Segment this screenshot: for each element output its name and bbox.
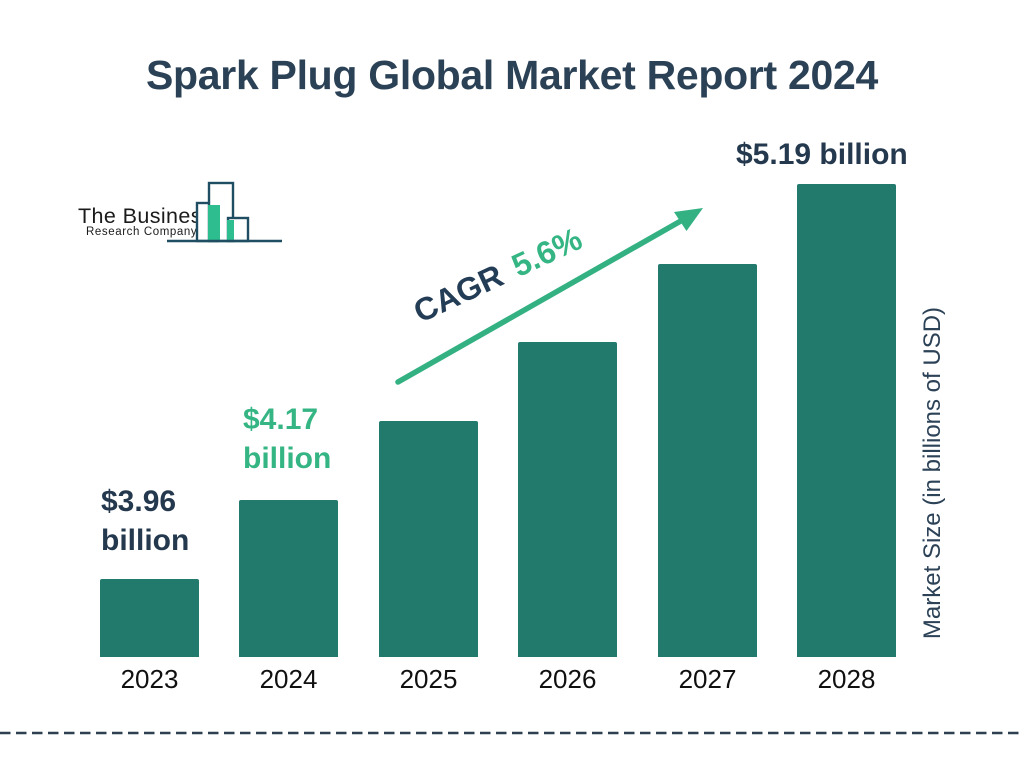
y-axis-title: Market Size (in billions of USD) — [919, 306, 946, 640]
x-axis-label-2027: 2027 — [678, 664, 737, 694]
logo-company-subname: Research Company — [86, 226, 198, 238]
value-label-2023: $3.96 billion — [101, 482, 189, 560]
x-axis-label-2025: 2025 — [399, 664, 458, 694]
bar-2026 — [518, 342, 617, 657]
x-axis-label-2028: 2028 — [817, 664, 876, 694]
company-logo: The Business Research Company — [75, 178, 290, 248]
value-label-2024: $4.17 billion — [243, 400, 331, 478]
value-label-2028-line1: $5.19 billion — [736, 138, 908, 171]
bar-2024 — [239, 500, 338, 657]
bar-2023 — [100, 579, 199, 657]
chart-title: Spark Plug Global Market Report 2024 — [146, 52, 878, 98]
logo-company-name: The Business — [78, 204, 214, 228]
x-axis-label-2026: 2026 — [538, 664, 597, 694]
value-label-2023-line2: billion — [101, 524, 190, 557]
value-label-2024-line2: billion — [243, 442, 332, 475]
bar-2028 — [797, 184, 896, 657]
x-axis-label-2023: 2023 — [120, 664, 179, 694]
bottom-dashed-divider — [0, 731, 1024, 735]
value-label-2028: $5.19 billion — [736, 139, 908, 171]
bar-2025 — [379, 421, 478, 657]
x-axis-label-2024: 2024 — [259, 664, 318, 694]
cagr-trend-arrow-icon — [395, 208, 703, 385]
value-label-2023-line1: $3.96 — [101, 485, 177, 518]
bar-2027 — [658, 264, 757, 657]
value-label-2024-line1: $4.17 — [243, 403, 319, 436]
bar-chart-logo-icon — [167, 181, 282, 243]
